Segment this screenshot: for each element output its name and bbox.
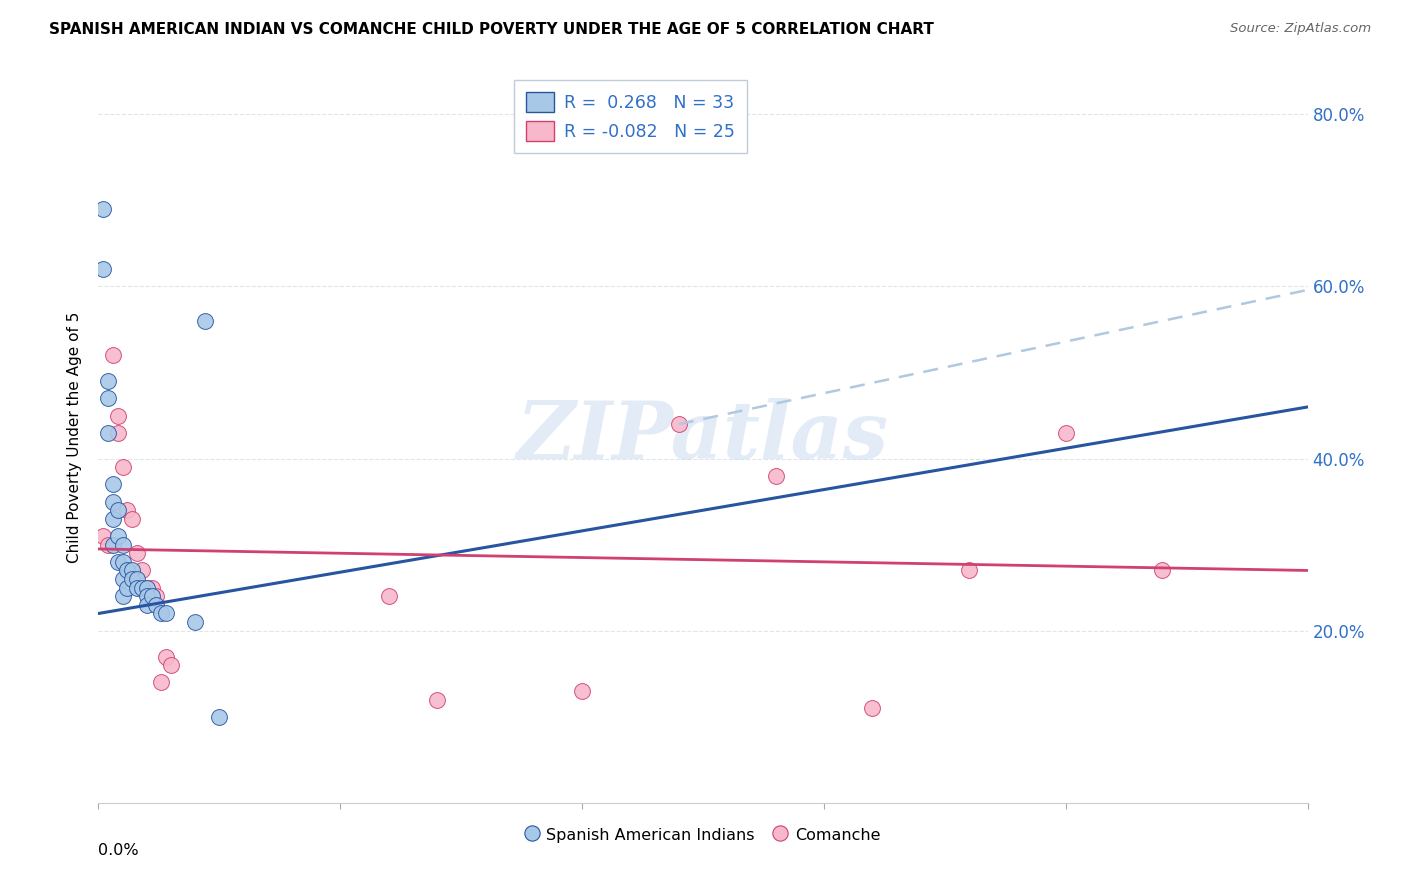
Point <box>426 692 449 706</box>
Point <box>135 589 157 603</box>
Point <box>107 529 129 543</box>
Point <box>111 555 134 569</box>
Point <box>117 564 139 578</box>
Point <box>194 314 217 328</box>
Point <box>135 598 157 612</box>
Point <box>184 615 207 629</box>
Point <box>111 572 134 586</box>
Point <box>107 503 129 517</box>
Point <box>141 581 163 595</box>
Point <box>150 675 173 690</box>
Point <box>117 503 139 517</box>
Point <box>97 425 120 440</box>
Point <box>97 374 120 388</box>
Point <box>208 710 231 724</box>
Point <box>155 649 177 664</box>
Point <box>111 589 134 603</box>
Point <box>145 589 167 603</box>
Point <box>107 555 129 569</box>
Y-axis label: Child Poverty Under the Age of 5: Child Poverty Under the Age of 5 <box>67 311 83 563</box>
Text: Source: ZipAtlas.com: Source: ZipAtlas.com <box>1230 22 1371 36</box>
Point <box>101 538 124 552</box>
Point <box>91 262 114 277</box>
Point <box>107 425 129 440</box>
Point <box>111 538 134 552</box>
Point <box>127 572 149 586</box>
Point <box>1152 564 1174 578</box>
Point <box>101 477 124 491</box>
Point <box>127 546 149 560</box>
Point <box>155 607 177 621</box>
Point <box>860 701 883 715</box>
Point <box>1054 425 1077 440</box>
Point <box>101 512 124 526</box>
Point <box>101 348 124 362</box>
Text: SPANISH AMERICAN INDIAN VS COMANCHE CHILD POVERTY UNDER THE AGE OF 5 CORRELATION: SPANISH AMERICAN INDIAN VS COMANCHE CHIL… <box>49 22 934 37</box>
Point <box>97 392 120 406</box>
Text: ZIPatlas: ZIPatlas <box>517 399 889 475</box>
Legend: Spanish American Indians, Comanche: Spanish American Indians, Comanche <box>519 821 887 850</box>
Point <box>121 564 143 578</box>
Point <box>135 581 157 595</box>
Point <box>91 529 114 543</box>
Point <box>135 581 157 595</box>
Point <box>111 460 134 475</box>
Point <box>121 572 143 586</box>
Point <box>150 607 173 621</box>
Point <box>91 202 114 216</box>
Point <box>668 417 690 432</box>
Point <box>117 581 139 595</box>
Point <box>127 581 149 595</box>
Point <box>121 512 143 526</box>
Point <box>145 598 167 612</box>
Point <box>957 564 980 578</box>
Text: 0.0%: 0.0% <box>98 843 139 858</box>
Point <box>97 538 120 552</box>
Point <box>107 409 129 423</box>
Point <box>377 589 399 603</box>
Point <box>160 658 183 673</box>
Point <box>765 468 787 483</box>
Point <box>131 564 153 578</box>
Point <box>101 494 124 508</box>
Point <box>141 589 163 603</box>
Point <box>131 581 153 595</box>
Point <box>571 684 593 698</box>
